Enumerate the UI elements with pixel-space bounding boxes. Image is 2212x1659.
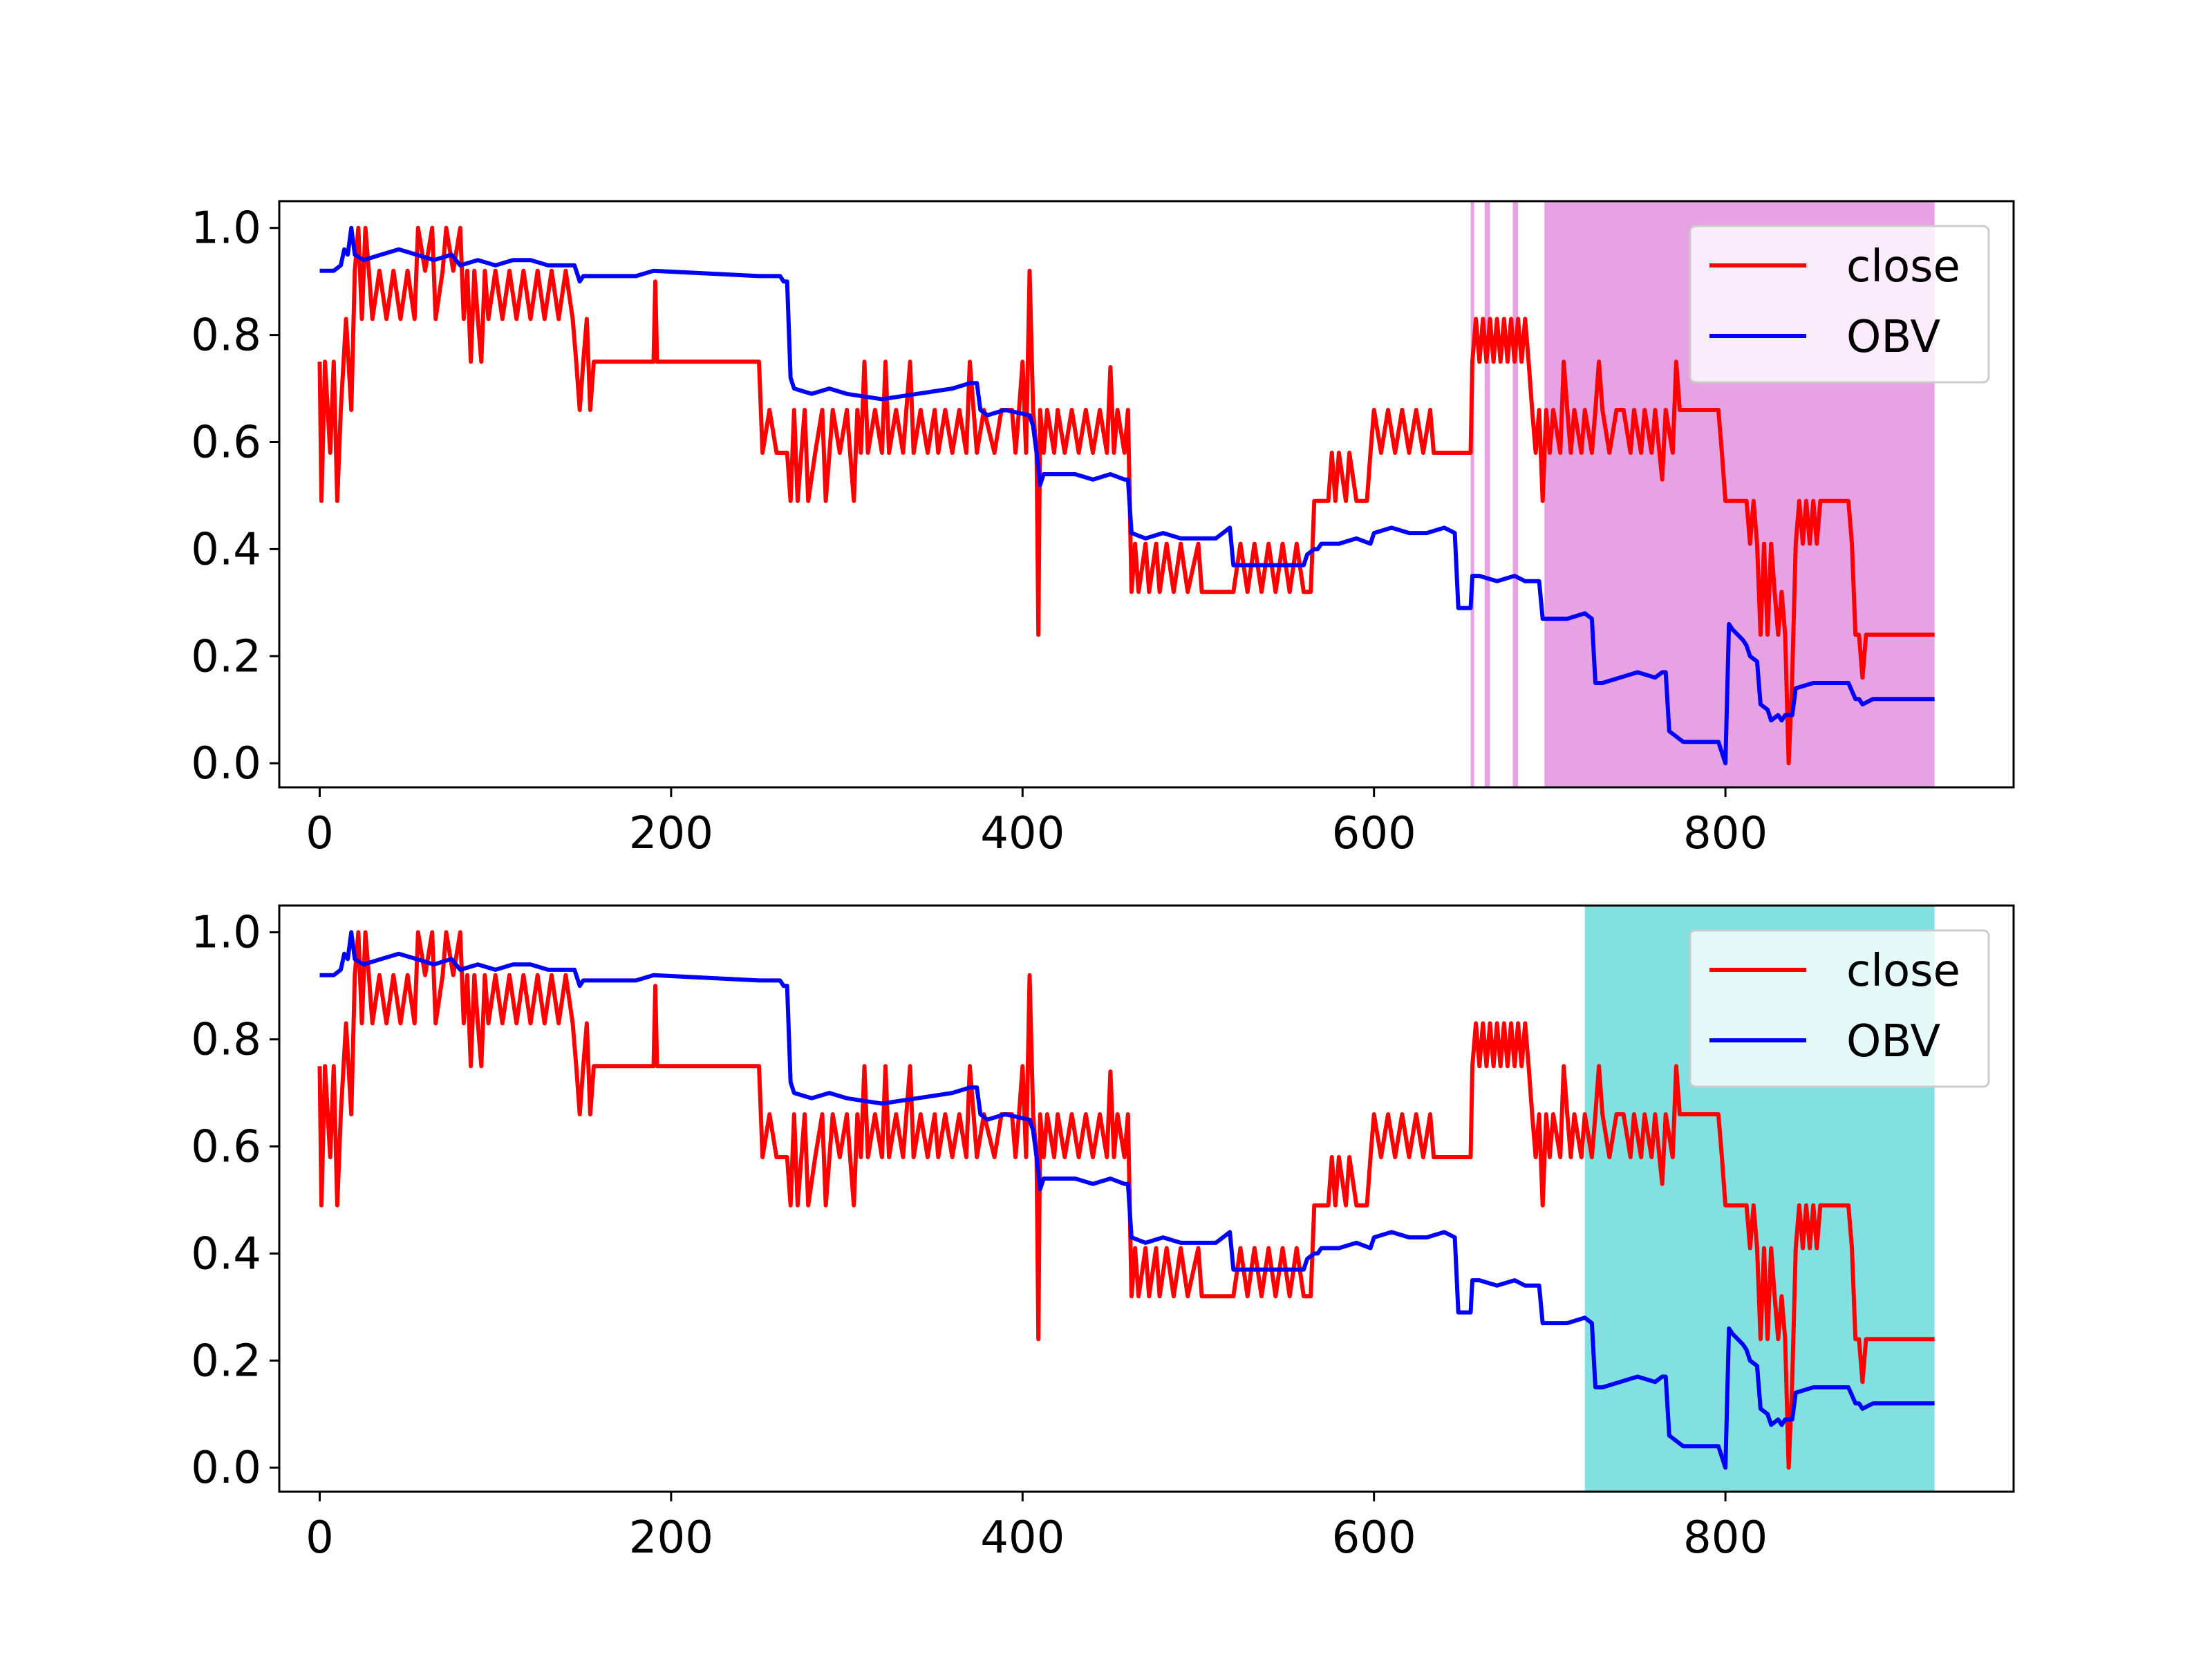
y-tick-label: 0.4 xyxy=(191,524,261,575)
y-tick-label: 0.8 xyxy=(191,310,261,362)
x-axis-ticks: 0 200 400 600 800 xyxy=(306,1492,1768,1564)
series-line-close xyxy=(317,930,1935,1470)
x-tick-label: 600 xyxy=(1332,808,1416,859)
x-tick-label: 200 xyxy=(629,1512,713,1564)
series-line-obv xyxy=(319,930,1935,1470)
x-tick-label: 800 xyxy=(1683,808,1768,859)
axes-frame xyxy=(278,200,2015,789)
x-tick-label: 600 xyxy=(1332,1512,1416,1564)
x-tick-label: 400 xyxy=(980,1512,1065,1564)
shaded-region-1 xyxy=(1484,201,1490,787)
x-tick-label: 0 xyxy=(306,808,334,859)
y-tick-label: 0.0 xyxy=(191,1443,261,1494)
x-tick-label: 800 xyxy=(1683,1512,1768,1564)
shaded-region-0 xyxy=(1470,201,1474,787)
legend: close OBV xyxy=(1689,929,1990,1088)
x-tick-label: 400 xyxy=(980,808,1065,859)
y-tick-label: 0.4 xyxy=(191,1228,261,1280)
y-tick-label: 0.2 xyxy=(191,1335,261,1387)
legend-close-label: close xyxy=(1846,946,1960,997)
axes-frame xyxy=(278,904,2015,1493)
chart-panel-bottom: 0 200 400 600 800 0.0 0.2 0.4 0.6 0.8 1.0 close O… xyxy=(191,904,2015,1564)
x-tick-label: 0 xyxy=(306,1512,334,1564)
x-axis-ticks: 0 200 400 600 800 xyxy=(306,787,1768,859)
y-tick-label: 0.2 xyxy=(191,631,261,682)
y-axis-ticks: 0.0 0.2 0.4 0.6 0.8 1.0 xyxy=(191,908,279,1494)
y-tick-label: 1.0 xyxy=(191,203,261,254)
series-lines xyxy=(317,225,1935,766)
y-tick-label: 0.8 xyxy=(191,1015,261,1066)
legend-close-label: close xyxy=(1846,241,1960,292)
legend-obv-label: OBV xyxy=(1846,1016,1940,1067)
y-tick-label: 0.6 xyxy=(191,417,261,468)
y-tick-label: 0.0 xyxy=(191,738,261,789)
y-tick-label: 0.6 xyxy=(191,1121,261,1172)
shaded-region-2 xyxy=(1512,201,1519,787)
legend-obv-label: OBV xyxy=(1846,312,1940,363)
series-line-close xyxy=(317,225,1935,766)
y-axis-ticks: 0.0 0.2 0.4 0.6 0.8 1.0 xyxy=(191,203,279,789)
x-tick-label: 200 xyxy=(629,808,713,859)
series-line-obv xyxy=(319,225,1935,766)
series-lines xyxy=(317,930,1935,1470)
chart-panel-top: 0 200 400 600 800 0.0 0.2 0.4 0.6 0.8 1.0 close O… xyxy=(191,200,2015,859)
legend: close OBV xyxy=(1689,225,1990,384)
y-tick-label: 1.0 xyxy=(191,908,261,959)
